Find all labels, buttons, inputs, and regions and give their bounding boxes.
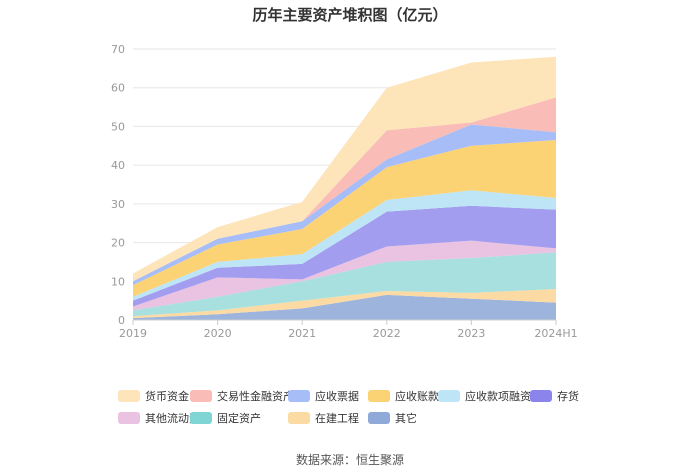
legend-item[interactable]: 应收账款 [368, 388, 439, 404]
area-series-3[interactable] [133, 252, 556, 317]
area-series-2[interactable] [133, 289, 556, 319]
area-series-9[interactable] [133, 97, 556, 282]
legend-label: 应收账款 [395, 390, 439, 403]
legend-item[interactable]: 交易性金融资产 [190, 388, 294, 404]
legend-item[interactable]: 应收款项融资 [438, 388, 531, 404]
x-tick-label: 2019 [119, 327, 147, 340]
legend-swatch [190, 412, 212, 424]
y-tick-label: 20 [111, 237, 125, 250]
y-tick-label: 10 [111, 275, 125, 288]
area-series-8[interactable] [133, 124, 556, 286]
x-tick-label: 2021 [288, 327, 316, 340]
area-series [133, 56, 556, 320]
x-tick-label: 2023 [457, 327, 485, 340]
y-tick-label: 0 [118, 314, 125, 327]
x-tick-label: 2024H1 [534, 327, 577, 340]
legend-swatch [288, 412, 310, 424]
legend-swatch [190, 390, 212, 402]
legend-item[interactable]: 货币资金 [118, 388, 189, 404]
chart-title: 历年主要资产堆积图（亿元） [252, 6, 448, 24]
y-tick-label: 40 [111, 159, 125, 172]
legend-label: 应收款项融资 [465, 390, 531, 403]
area-series-1[interactable] [133, 294, 556, 320]
y-tick-label: 60 [111, 82, 125, 95]
legend-item[interactable]: 在建工程 [288, 410, 359, 426]
area-series-7[interactable] [133, 139, 556, 297]
legend-label: 固定资产 [217, 412, 261, 425]
legend-swatch [118, 412, 140, 424]
area-series-10[interactable] [133, 56, 556, 282]
legend-item[interactable]: 固定资产 [190, 410, 261, 426]
legend-item[interactable]: 其它 [368, 410, 417, 426]
axes: 0 10 20 30 40 50 60 70 2019 2020 2021 2022 2023 2024H… [111, 43, 578, 340]
area-series-5[interactable] [133, 205, 556, 307]
legend-swatch [288, 390, 310, 402]
legend-item[interactable]: 存货 [530, 388, 579, 404]
legend-swatch [368, 412, 390, 424]
legend-swatch [438, 390, 460, 402]
y-tick-label: 50 [111, 120, 125, 133]
legend-label: 存货 [557, 390, 579, 403]
legend-swatch [118, 390, 140, 402]
area-series-6[interactable] [133, 190, 556, 301]
area-series-4[interactable] [133, 240, 556, 311]
data-source-note: 数据来源：恒生聚源 [295, 453, 404, 467]
legend-swatch [368, 390, 390, 402]
legend-label: 交易性金融资产 [217, 390, 294, 403]
legend-label: 其它 [395, 412, 417, 425]
x-tick-label: 2020 [204, 327, 232, 340]
x-tick-label: 2022 [373, 327, 401, 340]
legend-label: 货币资金 [145, 390, 189, 403]
legend-label: 应收票据 [315, 390, 359, 403]
legend-swatch [530, 390, 552, 402]
y-tick-label: 70 [111, 43, 125, 56]
legend-item[interactable]: 应收票据 [288, 388, 359, 404]
legend-label: 在建工程 [315, 412, 359, 425]
y-tick-label: 30 [111, 198, 125, 211]
